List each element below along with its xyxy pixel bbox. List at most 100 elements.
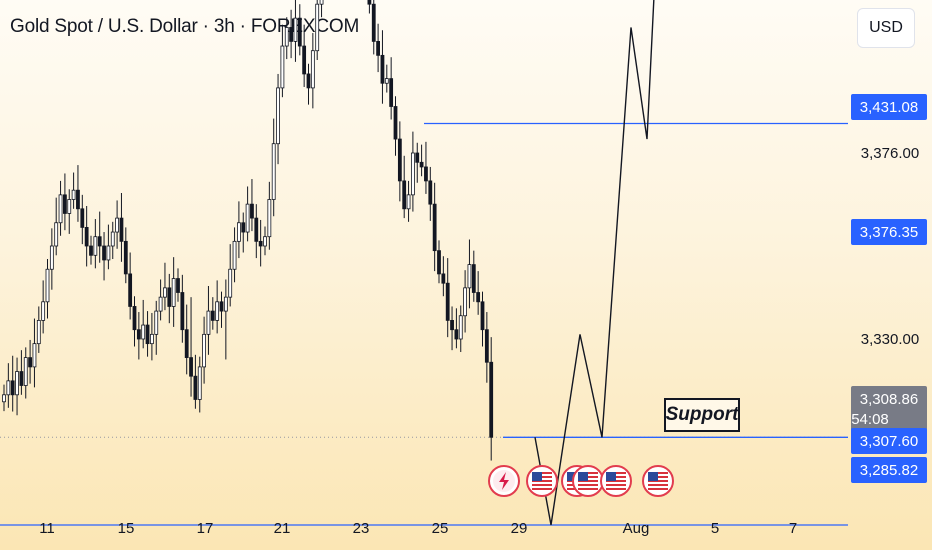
x-axis-tick-label: Aug [623, 520, 650, 537]
candle [97, 211, 102, 263]
us-flag-icon[interactable] [572, 465, 604, 497]
candle [397, 121, 402, 202]
price-tag[interactable]: 3,376.35 [851, 219, 927, 245]
candle [110, 221, 115, 260]
candle [32, 318, 37, 388]
candle [258, 219, 263, 267]
candle [280, 24, 285, 98]
price-tag-label: 3,307.60 [860, 433, 918, 450]
candle [128, 252, 133, 320]
x-axis-tick-label: 5 [711, 520, 719, 537]
countdown-label: 54:08 [851, 411, 889, 428]
candle [176, 268, 180, 302]
candle [484, 312, 489, 383]
candle [432, 182, 437, 272]
candle [206, 285, 211, 355]
projection-path[interactable] [534, 0, 660, 526]
candle [302, 24, 307, 87]
candle [315, 0, 320, 60]
candle [180, 274, 185, 343]
x-axis-tick-label: 7 [789, 520, 797, 537]
price-tag[interactable]: 3,308.86 54:08 [851, 386, 927, 434]
candle [219, 291, 224, 328]
candle [458, 305, 463, 353]
candle [6, 363, 11, 408]
candle [437, 240, 441, 284]
price-tag[interactable]: 3,285.82 [851, 457, 927, 483]
x-axis-tick-label: 29 [511, 520, 528, 537]
candle [2, 384, 6, 412]
candle [19, 350, 24, 395]
support-annotation[interactable]: Support [664, 398, 740, 432]
price-tag[interactable]: 3,307.60 [851, 428, 927, 454]
candle [393, 96, 398, 156]
candle [263, 226, 267, 256]
candle [276, 73, 280, 165]
candle [480, 291, 485, 347]
candle [189, 297, 193, 397]
candle [54, 197, 59, 256]
candle [467, 239, 472, 309]
candle [471, 250, 476, 302]
candle [49, 228, 54, 290]
candle [84, 206, 89, 267]
candle [419, 144, 424, 177]
x-axis-tick-label: 17 [197, 520, 214, 537]
candle [441, 256, 446, 297]
candle [210, 297, 215, 330]
candle [36, 306, 41, 353]
candle [428, 166, 433, 221]
us-flag-icon[interactable] [526, 465, 558, 497]
candle [23, 347, 28, 399]
price-tag-label: 3,285.82 [860, 462, 918, 479]
candle [141, 299, 146, 349]
x-axis-tick-label: 23 [353, 520, 370, 537]
candle [197, 356, 202, 413]
candle [136, 312, 141, 360]
candle [93, 219, 98, 269]
candle [80, 194, 85, 245]
candle [45, 259, 50, 319]
flash-icon[interactable] [488, 465, 520, 497]
candle [67, 189, 72, 234]
candle [149, 312, 154, 361]
candle [245, 186, 250, 242]
candle [267, 181, 272, 250]
candle [289, 9, 294, 59]
candle [297, 4, 302, 56]
candle [415, 142, 420, 183]
us-flag-icon[interactable] [600, 465, 632, 497]
candle [228, 244, 233, 307]
candle [402, 155, 407, 219]
candle [376, 23, 381, 73]
candle [115, 200, 119, 249]
currency-button[interactable]: USD [857, 8, 915, 48]
us-flag-icon[interactable] [642, 465, 674, 497]
candle [445, 258, 450, 338]
candle [424, 141, 428, 194]
candle [476, 271, 481, 315]
candle [106, 224, 111, 270]
candle [63, 173, 67, 231]
candle [28, 339, 33, 384]
candle [271, 118, 276, 217]
candle [123, 227, 128, 284]
x-axis-tick-label: 15 [118, 520, 135, 537]
candle [454, 308, 459, 349]
candle [293, 0, 298, 62]
candle [145, 311, 150, 357]
candle [406, 180, 411, 222]
candle [193, 354, 198, 409]
candle [89, 235, 93, 265]
candle [163, 262, 167, 311]
candle [389, 57, 394, 120]
candle [184, 304, 189, 375]
candle [10, 355, 15, 412]
price-tag-label: 3,376.35 [860, 224, 918, 241]
candle [41, 280, 46, 334]
price-tag[interactable]: 3,431.08 [851, 94, 927, 120]
candle [167, 273, 172, 324]
x-axis-tick-label: 21 [274, 520, 291, 537]
y-axis-tick-label: 3,330.00 [861, 331, 919, 348]
